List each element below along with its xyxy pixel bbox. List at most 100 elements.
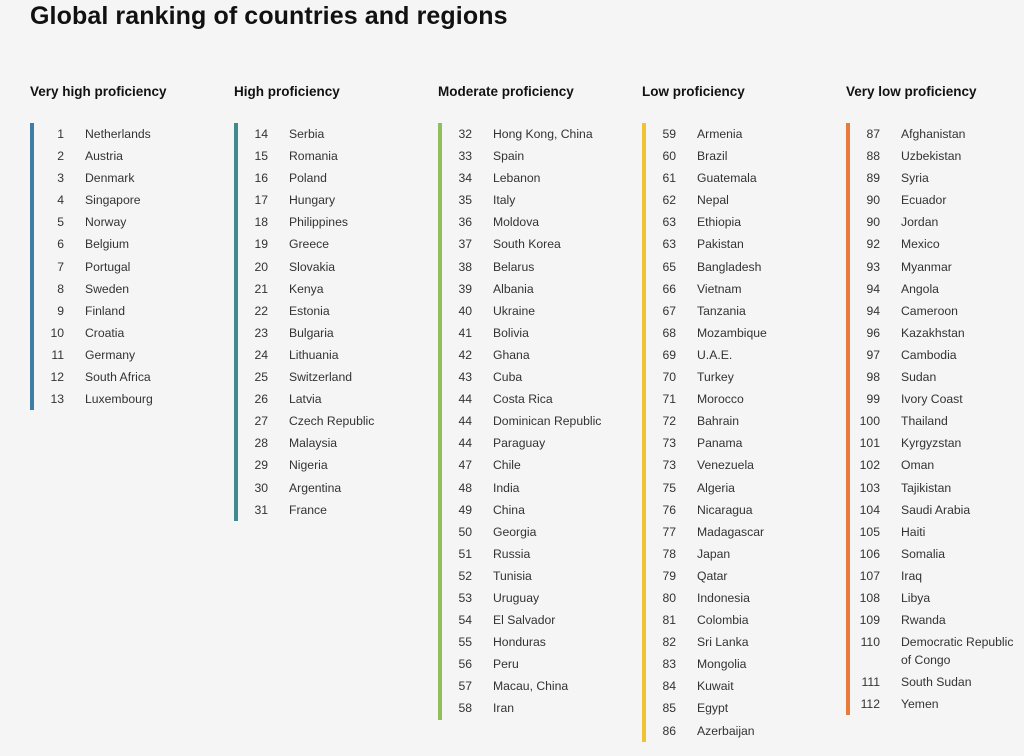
ranking-row: 18 Philippines (238, 211, 419, 233)
country-name: Angola (901, 281, 939, 296)
ranking-row: 26 Latvia (238, 388, 419, 410)
ranking-row: 79 Qatar (646, 565, 827, 587)
rank-number: 38 (458, 259, 472, 274)
ranking-row: 63 Pakistan (646, 233, 827, 255)
country-name: Croatia (85, 325, 125, 340)
rank-number: 11 (51, 347, 64, 362)
rank-number: 56 (458, 657, 472, 672)
country-name: Iraq (901, 568, 923, 583)
ranking-row: 2 Austria (34, 145, 215, 167)
country-name: Venezuela (697, 458, 754, 473)
country-name: Iran (493, 701, 515, 716)
rank-number: 34 (458, 171, 472, 186)
ranking-row: 102 Oman (850, 454, 1018, 476)
rank-number: 8 (57, 281, 64, 296)
page-title: Global ranking of countries and regions (30, 2, 508, 30)
rank-number: 109 (859, 613, 880, 628)
ranking-row: 84 Kuwait (646, 675, 827, 697)
country-name: Kenya (289, 281, 324, 296)
rank-number: 96 (866, 325, 880, 340)
rank-number: 52 (458, 568, 472, 583)
country-name: Thailand (901, 414, 948, 429)
country-name: Armenia (697, 127, 743, 141)
column-low: Low proficiency 59 Armenia 60 Brazil 61 Guate… (642, 84, 827, 742)
ranking-row: 37 South Korea (442, 233, 623, 255)
rank-number: 88 (866, 149, 880, 164)
column-very-high: Very high proficiency 1 Netherlands 2 Austr… (30, 84, 215, 411)
rank-number: 80 (662, 590, 676, 605)
ranking-row: 111 South Sudan (850, 671, 1018, 693)
ranking-list: 59 Armenia 60 Brazil 61 Guatemala 62 Nepal 63 Eth… (642, 123, 827, 742)
rank-number: 24 (254, 347, 268, 362)
ranking-row: 107 Iraq (850, 565, 1018, 587)
ranking-row: 67 Tanzania (646, 300, 827, 322)
column-heading: Very low proficiency (846, 84, 977, 99)
rank-number: 48 (458, 480, 472, 495)
country-name: Syria (901, 171, 929, 186)
country-name: Austria (85, 149, 123, 164)
ranking-row: 15 Romania (238, 145, 419, 167)
rank-number: 35 (458, 193, 472, 208)
rank-number: 105 (859, 524, 880, 539)
ranking-row: 101 Kyrgyzstan (850, 432, 1018, 454)
country-name: Estonia (289, 303, 330, 318)
rank-number: 2 (57, 149, 64, 164)
rank-number: 98 (866, 370, 880, 385)
ranking-row: 104 Saudi Arabia (850, 499, 1018, 521)
ranking-row: 60 Brazil (646, 145, 827, 167)
rank-number: 37 (458, 237, 472, 252)
country-name: Macau, China (493, 679, 569, 694)
rank-number: 26 (254, 392, 268, 407)
column-heading: Low proficiency (642, 84, 745, 99)
country-name: Nicaragua (697, 502, 753, 517)
ranking-row: 29 Nigeria (238, 454, 419, 476)
rank-number: 42 (458, 347, 472, 362)
ranking-row: 22 Estonia (238, 300, 419, 322)
rank-number: 33 (458, 149, 472, 164)
ranking-row: 109 Rwanda (850, 609, 1018, 631)
country-name: Cuba (493, 370, 523, 385)
country-name: Cambodia (901, 347, 957, 362)
country-name: Tunisia (493, 568, 532, 583)
ranking-row: 44 Dominican Republic (442, 410, 623, 432)
rank-number: 101 (859, 436, 880, 451)
rank-number: 76 (662, 502, 676, 517)
ranking-row: 13 Luxembourg (34, 388, 215, 410)
country-name: Hong Kong, China (493, 127, 593, 141)
country-name: Tanzania (697, 303, 746, 318)
rank-number: 19 (254, 237, 268, 252)
country-name: Peru (493, 657, 519, 672)
country-name: U.A.E. (697, 347, 733, 362)
rank-number: 94 (866, 281, 880, 296)
ranking-row: 103 Tajikistan (850, 477, 1018, 499)
country-name: Ukraine (493, 303, 535, 318)
country-name: Singapore (85, 193, 141, 208)
country-name: Sri Lanka (697, 635, 749, 650)
ranking-list: 87 Afghanistan 88 Uzbekistan 89 Syria 90 Ecuado… (846, 123, 1018, 716)
country-name: Greece (289, 237, 329, 252)
rank-number: 112 (860, 697, 880, 712)
country-name: Albania (493, 281, 534, 296)
country-name: Tajikistan (901, 480, 952, 495)
ranking-list: 14 Serbia 15 Romania 16 Poland 17 Hungary 18 Phil… (234, 123, 419, 521)
rank-number: 67 (662, 303, 676, 318)
country-name: Panama (697, 436, 743, 451)
country-name: Czech Republic (289, 414, 375, 429)
country-name: Sweden (85, 281, 130, 296)
rank-number: 15 (254, 149, 268, 164)
country-name: Bangladesh (697, 259, 762, 274)
ranking-row: 66 Vietnam (646, 278, 827, 300)
rank-number: 3 (57, 171, 64, 186)
rank-number: 106 (859, 546, 880, 561)
rank-number: 79 (662, 568, 676, 583)
ranking-row: 108 Libya (850, 587, 1018, 609)
ranking-list: 1 Netherlands 2 Austria 3 Denmark 4 Singapore 5 N… (30, 123, 215, 411)
rank-number: 90 (866, 215, 880, 230)
country-name: Switzerland (289, 370, 352, 385)
ranking-row: 71 Morocco (646, 388, 827, 410)
rank-number: 55 (458, 635, 472, 650)
column-high: High proficiency 14 Serbia 15 Romania 16 Pola… (234, 84, 419, 521)
ranking-row: 7 Portugal (34, 256, 215, 278)
ranking-row: 38 Belarus (442, 256, 623, 278)
country-name: Jordan (901, 215, 939, 230)
